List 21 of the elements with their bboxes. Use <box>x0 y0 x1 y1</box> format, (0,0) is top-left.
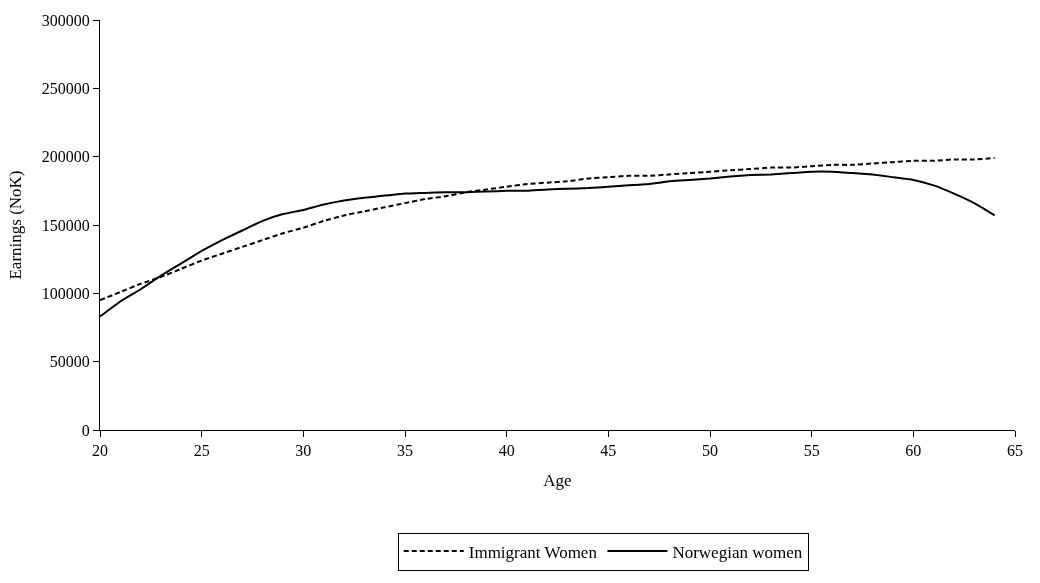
y-tick-label: 300000 <box>41 11 90 29</box>
y-tick-label: 100000 <box>41 284 90 302</box>
x-tick-label: 30 <box>295 442 312 460</box>
y-axis-title: Earnings (NoK) <box>6 170 26 280</box>
x-tick-label: 25 <box>193 442 210 460</box>
x-tick-label: 55 <box>803 442 820 460</box>
y-tick-label: 250000 <box>41 79 90 97</box>
y-tick-label: 150000 <box>41 216 90 234</box>
y-tick-label: 50000 <box>49 353 90 371</box>
x-tick-label: 60 <box>905 442 922 460</box>
y-tick-label: 0 <box>81 421 90 439</box>
x-tick-label: 20 <box>92 442 108 460</box>
x-axis-title: Age <box>543 470 572 490</box>
x-tick-label: 40 <box>498 442 515 460</box>
legend-label: Norwegian women <box>672 542 803 562</box>
x-tick-label: 65 <box>1007 442 1023 460</box>
x-tick-label: 50 <box>702 442 718 460</box>
x-tick-label: 45 <box>600 442 617 460</box>
legend-label: Immigrant Women <box>468 542 598 562</box>
y-tick-label: 200000 <box>41 148 90 166</box>
x-tick-label: 35 <box>397 442 413 460</box>
